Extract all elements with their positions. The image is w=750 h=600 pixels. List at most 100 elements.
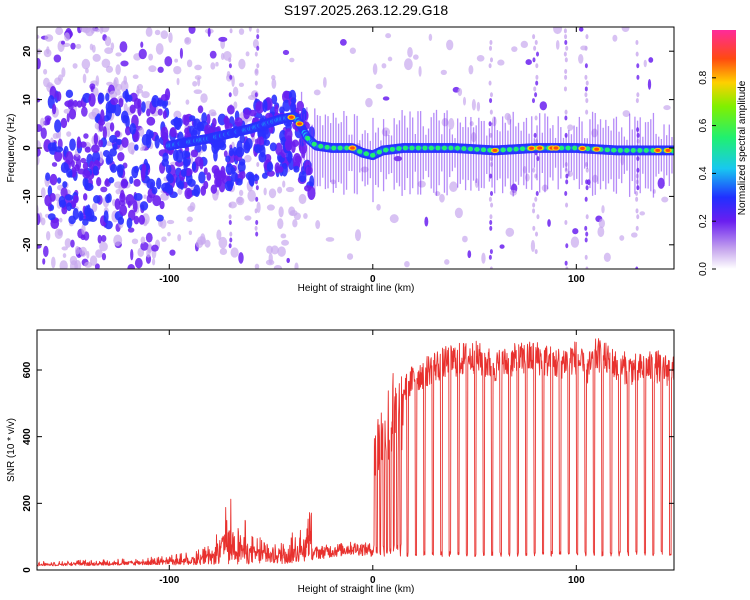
spectrogram-cell	[584, 74, 588, 80]
spectrogram-cell	[84, 146, 91, 153]
spectrogram-cell	[532, 34, 536, 40]
spectrogram-cell	[409, 145, 415, 151]
spectrogram-cell	[47, 213, 56, 221]
spectrogram-cell	[277, 186, 283, 194]
spectrogram-cell	[188, 230, 193, 236]
spectrogram-cell	[647, 78, 652, 90]
spectrogram-cell	[238, 82, 245, 87]
spectrogram-cell	[109, 148, 117, 157]
spectrogram-cell	[457, 87, 463, 97]
spectrogram-cell	[376, 203, 381, 211]
spectrogram-cell	[564, 115, 568, 121]
spectrogram-cell	[262, 99, 268, 113]
spectrogram-cell	[210, 111, 217, 117]
spectrogram-cell	[282, 49, 290, 56]
spectrogram-cell	[269, 142, 277, 152]
spectrogram-cell	[563, 86, 567, 92]
spectrogram-cell	[54, 228, 63, 240]
spectrogram-cell	[467, 250, 472, 259]
spectrogram-cell	[113, 76, 119, 88]
spectrogram-cell	[245, 171, 255, 181]
spectrogram-cell	[188, 27, 196, 34]
spectrogram-cell	[648, 57, 654, 63]
spectrogram-cell	[471, 98, 476, 111]
spectrogram-cell	[61, 246, 68, 251]
spectrogram-cell	[266, 161, 274, 173]
spectrogram-cell	[70, 42, 76, 50]
spectrogram-heatmap	[37, 27, 674, 269]
spectrogram-cell	[200, 185, 207, 196]
spectrogram-cell	[281, 239, 290, 246]
spectrogram-cell	[120, 60, 129, 67]
spectrogram-cell	[428, 33, 433, 42]
spectrogram-cell	[263, 139, 271, 146]
spectrogram-cell	[191, 161, 197, 172]
spectrogram-cell	[564, 220, 568, 226]
spectrogram-cell	[69, 260, 78, 269]
spectrogram-cell	[62, 253, 67, 258]
spectrogram-cell	[184, 187, 193, 200]
spectrogram-cell	[89, 83, 96, 90]
spectrogram-cell	[230, 247, 239, 258]
spectrogram-cell	[183, 114, 190, 126]
spectrogram-cell	[192, 80, 198, 87]
spectrogram-cell	[106, 193, 112, 203]
spectrogram-cell	[177, 234, 182, 242]
spectrogram-cell	[578, 54, 584, 64]
spectrogram-cell	[170, 118, 180, 126]
spectrogram-ylabel: Frequency (Hz)	[6, 114, 17, 183]
spectrogram-cell	[145, 27, 153, 37]
spectrogram-cell	[145, 254, 152, 264]
spectrogram-cell	[489, 57, 493, 63]
spectrogram-cell	[665, 148, 671, 153]
spectrogram-cell	[81, 58, 91, 70]
spectrogram-cell	[138, 127, 145, 137]
spectrogram-cell	[490, 202, 494, 208]
spectrogram-cell	[224, 180, 234, 192]
spectrogram-cell	[488, 121, 492, 127]
spectrogram-cell	[572, 228, 579, 235]
spectrogram-cell	[127, 227, 135, 233]
spectrogram-cell	[404, 58, 413, 71]
snr-frame	[36, 329, 675, 571]
spectrogram-cell	[186, 216, 193, 223]
spectrogram-cell	[532, 225, 536, 231]
spectrogram-cell	[424, 216, 429, 227]
spectrogram-cell	[350, 146, 355, 150]
spectrogram-cell	[534, 92, 538, 98]
spectrogram-cell	[139, 201, 149, 211]
spectrogram-cell	[45, 172, 51, 182]
spectrogram-cell	[480, 147, 487, 153]
spectrogram-cell	[349, 47, 356, 54]
spectrogram-cell	[82, 73, 87, 84]
spectrogram-cell	[564, 39, 568, 45]
spectrogram-cell	[125, 193, 135, 206]
spectrogram-cell	[175, 149, 184, 163]
spectrogram-cell	[565, 45, 569, 51]
spectrogram-cell	[97, 234, 102, 244]
spectrogram-cell	[46, 117, 51, 125]
y-tick-label: 600	[22, 361, 33, 378]
spectrogram-cell	[101, 252, 107, 261]
spectrogram-cell	[37, 58, 41, 70]
spectrogram-cell	[110, 97, 119, 106]
spectrogram-cell	[110, 42, 115, 51]
spectrogram-cell	[133, 178, 141, 187]
spectrogram-cell	[565, 243, 569, 249]
spectrogram-cell	[106, 128, 111, 138]
spectrogram-cell	[239, 171, 246, 179]
spectrogram-cell	[635, 190, 639, 196]
spectrogram-cell	[73, 100, 78, 108]
spectrogram-cell	[597, 226, 605, 238]
spectrogram-cell	[281, 90, 291, 103]
spectrogram-cell	[584, 63, 588, 69]
spectrogram-cell	[532, 167, 536, 173]
spectrogram-cell	[535, 80, 539, 86]
snr-panel: 0 200 400 600 -100 0 100 Height of straight l…	[6, 329, 675, 595]
spectrogram-cell	[37, 155, 40, 166]
spectrogram-cell	[121, 137, 129, 148]
spectrogram-cell	[290, 97, 297, 104]
spectrogram-cell	[64, 194, 74, 201]
spectrogram-cell	[504, 112, 511, 121]
spectrogram-cell	[146, 108, 151, 117]
